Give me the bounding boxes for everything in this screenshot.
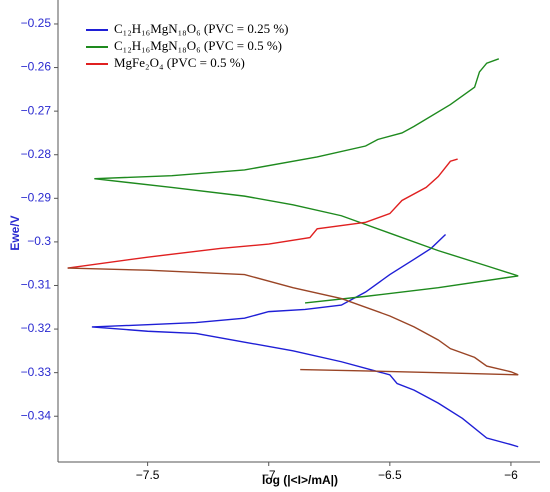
series-line [67, 158, 458, 269]
y-tick-label: −0.34 [21, 408, 52, 422]
y-tick-label: −0.25 [21, 16, 52, 30]
x-tick-label: −7 [262, 468, 276, 482]
y-tick-label: −0.27 [21, 103, 52, 117]
y-tick-label: −0.26 [21, 60, 52, 74]
y-tick-label: −0.31 [21, 278, 52, 292]
series-line [94, 58, 519, 304]
x-tick-label: −6 [504, 468, 518, 482]
legend-label: MgFe₂O₄ (PVC = 0.5 %) [114, 55, 245, 70]
legend-label: C₁₂H₁₆MgN₁₈O₆ (PVC = 0.25 %) [114, 21, 288, 36]
y-tick-label: −0.29 [21, 190, 52, 204]
legend-label: C₁₂H₁₆MgN₁₈O₆ (PVC = 0.5 %) [114, 38, 282, 53]
series-line [67, 267, 519, 376]
x-tick-label: −7.5 [136, 468, 160, 482]
x-axis-label: log (|<I>/mA|) [262, 473, 338, 487]
y-tick-label: −0.33 [21, 365, 52, 379]
x-tick-label: −6.5 [378, 468, 402, 482]
y-tick-label: −0.32 [21, 321, 52, 335]
series-line [91, 233, 519, 448]
y-tick-label: −0.3 [27, 234, 51, 248]
y-tick-label: −0.28 [21, 147, 52, 161]
y-axis-label: Ewe/V [8, 215, 22, 250]
